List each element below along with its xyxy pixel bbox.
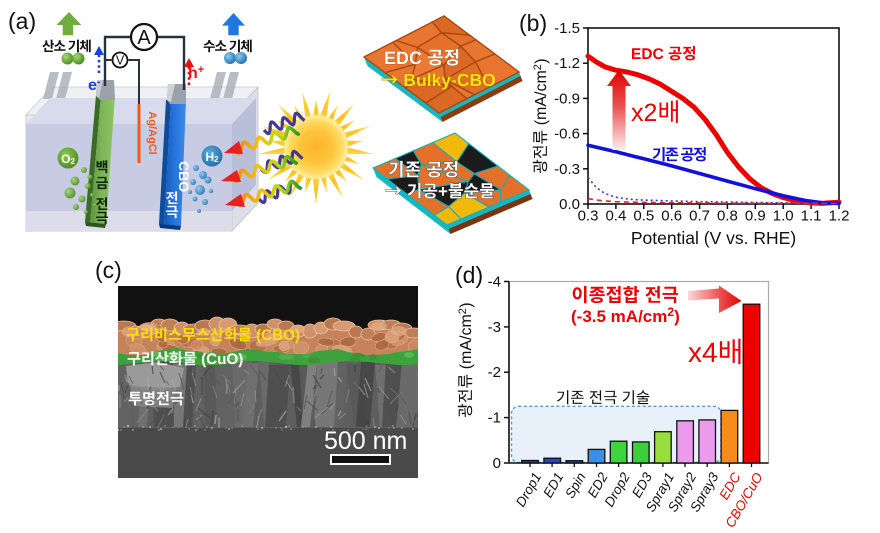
svg-text:(c): (c) [95,257,122,283]
svg-text:-0.3: -0.3 [554,161,580,178]
svg-text:(-3.5 mA/cm2): (-3.5 mA/cm2) [571,305,680,326]
svg-text:0.7: 0.7 [689,208,710,225]
svg-text:0.9: 0.9 [745,208,766,225]
svg-text:2: 2 [457,308,469,314]
svg-text:1.0: 1.0 [773,208,794,225]
svg-text:-1.5: -1.5 [554,20,580,37]
svg-text:500 nm: 500 nm [324,427,407,455]
svg-text:-1.2: -1.2 [554,55,580,72]
svg-text:0.3: 0.3 [578,208,599,225]
svg-text:0.8: 0.8 [717,208,738,225]
svg-text:2: 2 [532,64,544,70]
svg-text:Potential (V vs. RHE): Potential (V vs. RHE) [631,228,796,248]
svg-text:-2: -2 [488,364,501,381]
svg-text:A: A [137,27,151,49]
svg-text:): ) [458,302,475,307]
svg-text:-0.6: -0.6 [554,126,580,143]
svg-text:(b): (b) [519,10,547,36]
svg-text:(a): (a) [8,8,36,34]
svg-text:1.2: 1.2 [829,208,850,225]
svg-text:(d): (d) [455,262,483,288]
svg-text:0.5: 0.5 [633,208,654,225]
svg-text:-1: -1 [488,410,501,427]
svg-text:0.0: 0.0 [559,196,580,213]
svg-text:-0.9: -0.9 [554,90,580,107]
svg-text:0.6: 0.6 [661,208,682,225]
svg-text:-4: -4 [488,274,501,291]
svg-text:-3: -3 [488,319,501,336]
svg-text:1.1: 1.1 [801,208,822,225]
svg-text:Ag/AgCl: Ag/AgCl [146,111,158,154]
svg-text:0: 0 [493,455,501,472]
svg-text:CBO: CBO [176,161,192,192]
svg-text:): ) [533,58,550,63]
svg-text:V: V [116,54,125,68]
svg-text:0.4: 0.4 [605,208,626,225]
